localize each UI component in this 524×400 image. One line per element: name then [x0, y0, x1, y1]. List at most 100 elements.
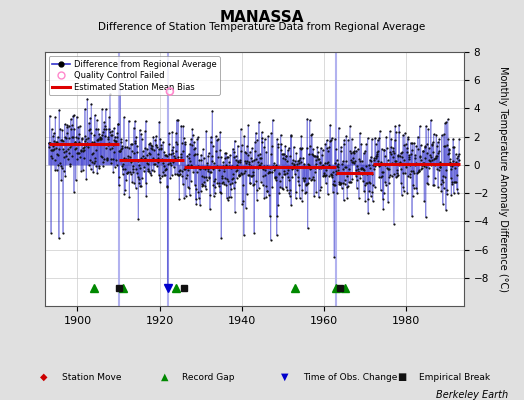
- Point: [160, 163, 168, 169]
- Point: [449, 136, 457, 142]
- Point: [306, 143, 314, 149]
- Point: [268, 116, 277, 123]
- Point: [111, 137, 119, 144]
- Point: [380, 153, 389, 160]
- Point: [239, 232, 248, 239]
- Point: [190, 139, 199, 145]
- Point: [194, 195, 203, 202]
- Point: [117, 145, 126, 151]
- Point: [119, 166, 127, 172]
- Point: [450, 179, 458, 186]
- Point: [83, 95, 92, 102]
- Point: [300, 177, 308, 184]
- Point: [178, 148, 187, 154]
- Point: [293, 164, 301, 170]
- Point: [392, 173, 401, 179]
- Point: [429, 139, 437, 146]
- Point: [192, 169, 201, 175]
- Point: [262, 194, 270, 200]
- Point: [308, 175, 316, 182]
- Point: [341, 181, 349, 187]
- Point: [201, 174, 210, 180]
- Point: [255, 162, 264, 168]
- Point: [133, 149, 141, 155]
- Point: [78, 135, 86, 142]
- Point: [410, 140, 418, 146]
- Point: [49, 143, 58, 150]
- Point: [401, 130, 409, 136]
- Point: [288, 166, 297, 172]
- Point: [275, 170, 283, 176]
- Text: ▲: ▲: [161, 372, 168, 382]
- Point: [134, 216, 143, 223]
- Point: [152, 133, 160, 139]
- Point: [406, 173, 414, 180]
- Point: [148, 167, 156, 174]
- Point: [48, 155, 56, 161]
- Point: [231, 178, 239, 185]
- Point: [171, 148, 180, 154]
- Point: [129, 166, 137, 172]
- Point: [366, 165, 374, 171]
- Point: [244, 152, 252, 158]
- Point: [220, 180, 228, 187]
- Point: [411, 155, 419, 161]
- Point: [57, 163, 65, 169]
- Point: [116, 86, 124, 92]
- Point: [114, 121, 122, 127]
- Point: [310, 193, 318, 199]
- Point: [358, 166, 367, 172]
- Point: [145, 141, 153, 148]
- Point: [335, 181, 343, 188]
- Point: [215, 180, 223, 186]
- Point: [123, 170, 132, 176]
- Point: [167, 162, 175, 168]
- Point: [111, 163, 119, 170]
- Point: [449, 158, 457, 164]
- Point: [435, 166, 443, 173]
- Point: [323, 137, 331, 144]
- Point: [381, 179, 389, 185]
- Point: [146, 140, 154, 147]
- Point: [82, 141, 91, 148]
- Point: [331, 182, 340, 188]
- Point: [86, 115, 95, 121]
- Point: [181, 166, 189, 172]
- Point: [61, 134, 69, 141]
- Point: [93, 170, 102, 176]
- Point: [219, 179, 227, 186]
- Point: [60, 154, 68, 160]
- Point: [185, 192, 194, 198]
- Point: [279, 151, 288, 157]
- Point: [102, 145, 111, 152]
- Point: [104, 136, 113, 142]
- Point: [247, 158, 256, 164]
- Point: [135, 176, 143, 182]
- Point: [223, 154, 231, 160]
- Point: [234, 159, 242, 166]
- Point: [345, 148, 354, 154]
- Point: [210, 178, 219, 184]
- Point: [158, 169, 167, 176]
- Point: [89, 139, 97, 146]
- Point: [143, 160, 151, 166]
- Point: [376, 162, 385, 168]
- Point: [293, 167, 301, 174]
- Point: [125, 118, 133, 124]
- Point: [53, 150, 61, 157]
- Point: [178, 167, 186, 174]
- Point: [271, 174, 279, 180]
- Point: [386, 128, 394, 134]
- Point: [79, 148, 88, 155]
- Point: [51, 166, 59, 173]
- Point: [407, 168, 416, 174]
- Point: [127, 159, 135, 165]
- Point: [309, 152, 317, 159]
- Point: [441, 167, 450, 173]
- Point: [98, 106, 106, 113]
- Point: [97, 136, 105, 143]
- Point: [161, 152, 170, 159]
- Legend: Difference from Regional Average, Quality Control Failed, Estimated Station Mean: Difference from Regional Average, Qualit…: [49, 56, 220, 95]
- Point: [305, 162, 313, 168]
- Point: [434, 148, 443, 154]
